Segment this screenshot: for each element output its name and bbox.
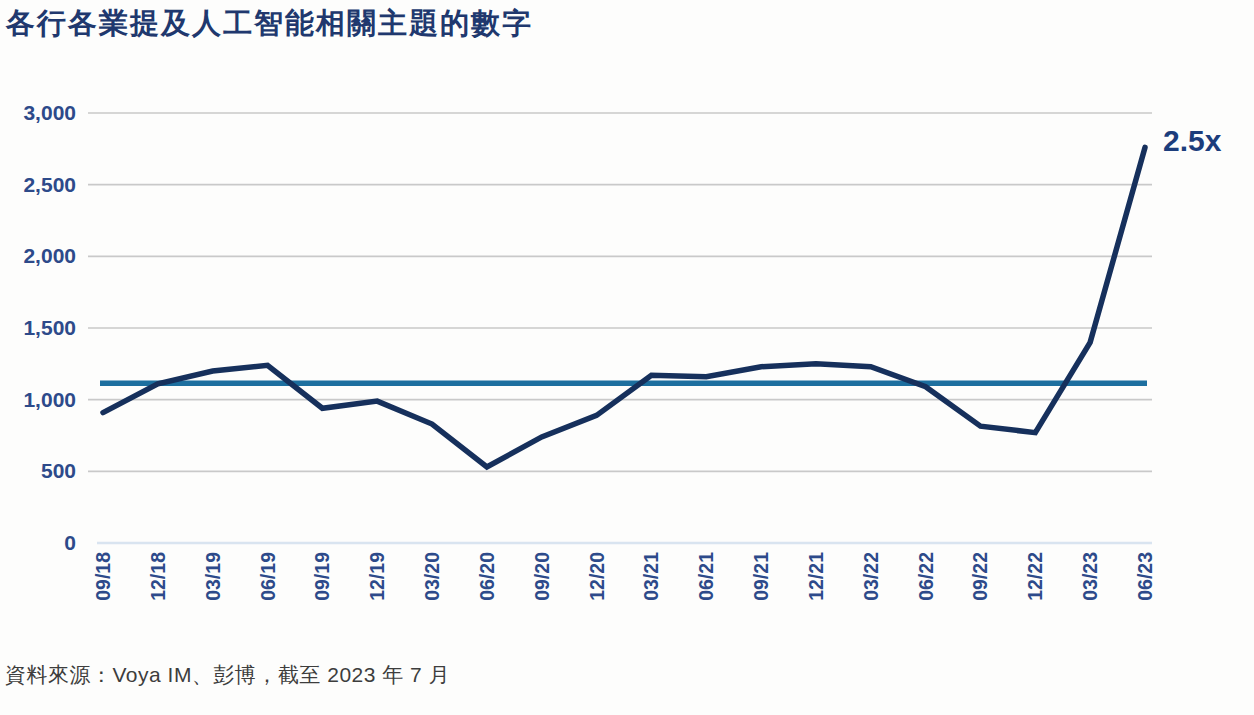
y-tick-label: 1,500 bbox=[23, 316, 76, 339]
y-tick-label: 1,000 bbox=[23, 388, 76, 411]
x-tick-label: 03/23 bbox=[1079, 552, 1101, 601]
growth-annotation: 2.5x bbox=[1163, 124, 1221, 158]
x-tick-label: 12/20 bbox=[586, 552, 608, 601]
x-tick-label: 06/23 bbox=[1134, 552, 1156, 601]
x-tick-label: 09/18 bbox=[92, 552, 114, 601]
x-tick-label: 03/22 bbox=[860, 552, 882, 601]
y-tick-label: 3,000 bbox=[23, 101, 76, 124]
x-tick-label: 03/21 bbox=[640, 552, 662, 601]
y-tick-label: 500 bbox=[41, 459, 76, 482]
source-note: 資料來源：Voya IM、彭博，截至 2023 年 7 月 bbox=[5, 661, 450, 689]
x-tick-label: 06/21 bbox=[695, 552, 717, 601]
x-tick-label: 12/18 bbox=[147, 552, 169, 601]
x-tick-label: 09/20 bbox=[531, 552, 553, 601]
line-chart-canvas: 0 500 1,000 1,500 2,000 2,500 3,000 09/18 12/18 0… bbox=[0, 0, 1254, 660]
x-tick-label: 09/21 bbox=[750, 552, 772, 601]
x-tick-label: 06/20 bbox=[476, 552, 498, 601]
x-tick-label: 03/20 bbox=[421, 552, 443, 601]
y-tick-label: 0 bbox=[64, 531, 76, 554]
x-tick-label: 09/19 bbox=[311, 552, 333, 601]
x-tick-label: 06/22 bbox=[915, 552, 937, 601]
x-tick-label: 12/21 bbox=[805, 552, 827, 601]
data-line-series bbox=[103, 147, 1145, 467]
x-tick-label: 09/22 bbox=[969, 552, 991, 601]
x-tick-label: 12/22 bbox=[1024, 552, 1046, 601]
chart-page: 各行各業提及人工智能相關主題的數字 05001,0001,5002,0002,5… bbox=[0, 0, 1254, 715]
x-tick-label: 03/19 bbox=[202, 552, 224, 601]
line-chart: 0 500 1,000 1,500 2,000 2,500 3,000 09/18 12/18 0… bbox=[0, 0, 1254, 660]
y-tick-label: 2,500 bbox=[23, 173, 76, 196]
x-tick-label: 06/19 bbox=[257, 552, 279, 601]
y-tick-label: 2,000 bbox=[23, 244, 76, 267]
x-tick-label: 12/19 bbox=[366, 552, 388, 601]
